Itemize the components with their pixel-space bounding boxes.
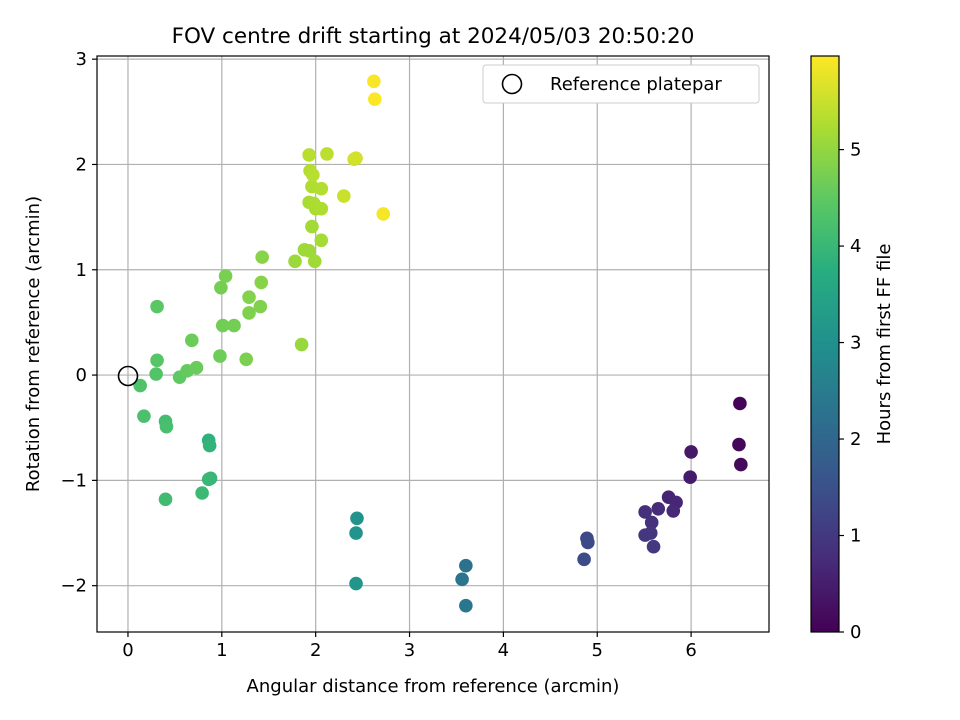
data-point — [350, 511, 364, 526]
data-point — [337, 189, 351, 203]
data-point — [239, 352, 254, 367]
data-point — [367, 74, 381, 89]
data-point — [684, 445, 698, 459]
data-point — [459, 598, 473, 613]
grid-lines — [97, 56, 769, 632]
data-point — [732, 437, 746, 452]
y-tick-label: 0 — [76, 365, 87, 386]
data-point — [253, 299, 268, 314]
x-tick-label: 5 — [592, 640, 603, 661]
plot-frame — [96, 55, 770, 633]
data-point — [314, 181, 329, 196]
y-axis-label: Rotation from reference (arcmin) — [23, 196, 44, 492]
colorbar-tick-label: 5 — [850, 140, 861, 161]
data-point — [577, 552, 591, 567]
data-point — [651, 501, 666, 516]
y-tick-label: −2 — [60, 576, 87, 597]
colorbar-tick-label: 0 — [850, 622, 861, 643]
data-point — [368, 92, 382, 106]
data-point — [254, 275, 269, 290]
data-point — [201, 472, 216, 487]
data-point — [150, 353, 164, 368]
x-axis-label: Angular distance from reference (arcmin) — [247, 676, 620, 697]
data-point — [314, 233, 329, 248]
y-tick-label: 2 — [76, 154, 87, 175]
data-point — [302, 148, 316, 162]
data-point — [242, 306, 256, 320]
data-point — [306, 168, 320, 182]
x-tick-label: 6 — [685, 640, 696, 661]
data-point — [213, 349, 227, 363]
colorbar-tick-label: 2 — [850, 429, 861, 450]
data-point — [666, 504, 681, 518]
data-point — [638, 505, 652, 519]
x-tick-label: 3 — [404, 640, 415, 661]
x-tick-label: 2 — [310, 640, 321, 661]
data-point — [202, 438, 217, 453]
legend-label: Reference platepar — [550, 74, 722, 95]
chart-title: FOV centre drift starting at 2024/05/03 … — [172, 24, 695, 49]
colorbar-tick-label: 3 — [850, 333, 861, 354]
data-point — [133, 378, 147, 393]
colorbar-ticks: 0 1 2 3 4 5 — [839, 140, 861, 643]
data-points — [133, 74, 748, 613]
data-point — [305, 219, 319, 234]
y-tick-label: 1 — [76, 260, 87, 281]
reference-platepar-marker — [117, 365, 139, 387]
data-point — [158, 492, 173, 507]
x-tick-label: 4 — [498, 640, 509, 661]
data-point — [255, 250, 269, 264]
data-point — [294, 337, 309, 352]
legend-box — [482, 64, 760, 104]
data-point — [215, 318, 230, 333]
data-point — [733, 396, 747, 411]
data-point — [184, 333, 199, 348]
data-point — [218, 269, 233, 283]
data-point — [189, 360, 204, 375]
data-point — [349, 576, 363, 591]
colorbar: 0 1 2 3 4 5 Hours from first FF file — [810, 55, 895, 643]
y-tick-label: 3 — [76, 49, 87, 70]
x-tick-label: 1 — [216, 640, 227, 661]
data-point — [314, 201, 329, 216]
data-point — [149, 367, 163, 381]
colorbar-tick-label: 4 — [850, 236, 861, 257]
data-point — [195, 486, 209, 500]
data-point — [320, 147, 334, 161]
data-point — [302, 244, 316, 258]
data-point — [159, 419, 174, 434]
data-point — [644, 515, 659, 530]
data-point — [646, 539, 661, 554]
data-point — [734, 457, 748, 472]
y-tick-label: −1 — [60, 470, 87, 491]
data-point — [638, 528, 652, 542]
data-point — [683, 470, 697, 485]
data-point — [150, 299, 164, 314]
data-point — [227, 318, 241, 333]
data-point — [459, 558, 473, 573]
data-point — [242, 290, 256, 304]
colorbar-label: Hours from first FF file — [874, 244, 895, 445]
x-axis-ticks: 0 1 2 3 4 5 6 — [122, 632, 697, 661]
data-point — [376, 207, 391, 221]
data-point — [581, 535, 595, 550]
y-axis-ticks: −2 −1 0 1 2 3 — [60, 49, 97, 597]
data-point — [137, 409, 151, 423]
data-point — [288, 254, 302, 269]
data-point — [349, 151, 363, 165]
data-point — [349, 526, 363, 540]
x-tick-label: 0 — [122, 640, 133, 661]
legend: Reference platepar — [482, 64, 760, 104]
colorbar-gradient — [810, 55, 840, 633]
data-point — [455, 572, 469, 587]
colorbar-tick-label: 1 — [850, 526, 861, 547]
legend-marker-icon — [501, 73, 523, 95]
data-point — [214, 280, 228, 295]
data-point — [307, 254, 322, 269]
